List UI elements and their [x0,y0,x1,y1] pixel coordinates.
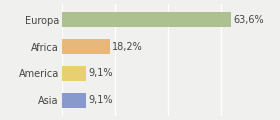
Text: 18,2%: 18,2% [112,42,143,52]
Bar [62,12,231,27]
Text: 9,1%: 9,1% [88,68,113,78]
Bar [62,93,86,108]
Text: 63,6%: 63,6% [233,15,263,25]
Bar [62,66,86,81]
Text: 9,1%: 9,1% [88,95,113,105]
Bar [62,39,110,54]
